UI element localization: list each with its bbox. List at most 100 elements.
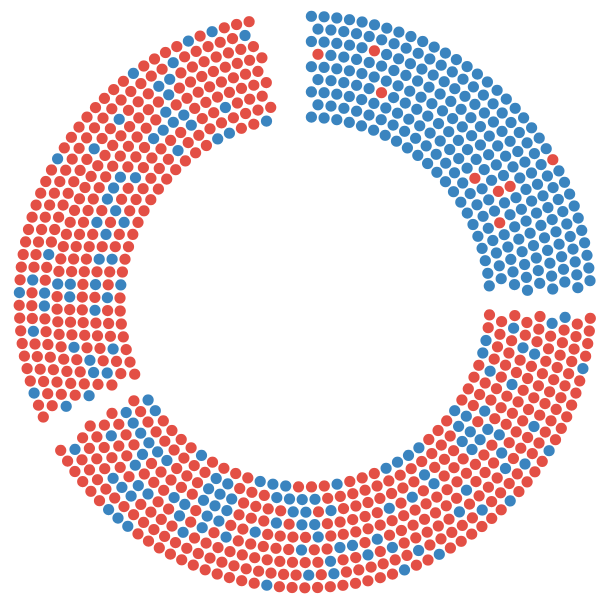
dot-blue xyxy=(334,541,346,554)
dot-red xyxy=(35,187,47,199)
dot-red xyxy=(155,143,167,155)
dot-blue xyxy=(380,462,392,474)
dot-red xyxy=(476,520,488,533)
dot-red xyxy=(158,484,170,496)
dot-red xyxy=(472,416,484,428)
dot-red xyxy=(208,107,220,119)
dot-red xyxy=(512,396,524,408)
dot-blue xyxy=(355,120,368,132)
dot-red xyxy=(479,466,491,479)
dot-blue xyxy=(464,188,476,200)
dot-red xyxy=(97,355,109,367)
dot-red xyxy=(96,132,108,145)
dot-red xyxy=(504,180,516,192)
dot-red xyxy=(68,253,80,265)
dot-blue xyxy=(380,75,392,87)
dot-red xyxy=(248,118,260,130)
dot-blue xyxy=(413,442,425,454)
dot-red xyxy=(98,92,110,104)
dot-blue xyxy=(411,103,423,115)
dot-red xyxy=(122,241,135,253)
dot-blue xyxy=(318,112,330,124)
dot-red xyxy=(494,328,506,340)
dot-blue xyxy=(391,107,404,119)
dot-blue xyxy=(38,300,51,312)
dot-blue xyxy=(107,472,119,484)
dot-red xyxy=(123,471,135,483)
dot-red xyxy=(337,528,349,540)
dot-red xyxy=(265,101,277,113)
dot-red xyxy=(84,420,96,432)
dot-blue xyxy=(557,263,570,275)
dot-blue xyxy=(496,125,508,137)
dot-red xyxy=(77,432,89,444)
dot-red xyxy=(106,379,118,391)
dot-red xyxy=(582,338,594,350)
dot-red xyxy=(93,495,106,507)
dot-blue xyxy=(338,26,350,38)
dot-red xyxy=(142,416,154,428)
dot-blue xyxy=(39,287,51,299)
dot-blue xyxy=(423,81,435,93)
dot-red xyxy=(161,173,173,185)
dot-blue xyxy=(163,89,175,101)
dot-red xyxy=(240,107,252,120)
dot-red xyxy=(73,142,85,154)
dot-red xyxy=(490,383,503,395)
dot-blue xyxy=(559,311,571,323)
dot-red xyxy=(140,122,152,134)
dot-red xyxy=(53,328,65,340)
dot-blue xyxy=(43,249,55,261)
dot-blue xyxy=(424,53,436,65)
dot-red xyxy=(574,375,586,387)
dot-blue xyxy=(553,165,565,177)
dot-red xyxy=(192,86,204,98)
dot-blue xyxy=(153,80,165,92)
dot-red xyxy=(85,170,97,182)
dot-red xyxy=(451,492,463,504)
dot-blue xyxy=(413,544,425,557)
dot-blue xyxy=(388,92,400,104)
dot-red xyxy=(536,368,549,380)
dot-red xyxy=(482,322,494,334)
dot-red xyxy=(568,343,580,355)
dot-red xyxy=(545,330,557,342)
dot-blue xyxy=(69,443,81,455)
dot-blue xyxy=(375,114,387,126)
dot-blue xyxy=(88,366,100,379)
dot-red xyxy=(555,422,567,434)
dot-blue xyxy=(221,505,233,517)
dot-red xyxy=(334,516,346,528)
dot-blue xyxy=(520,183,532,195)
dot-blue xyxy=(528,420,540,433)
dot-blue xyxy=(239,29,251,42)
dot-red xyxy=(39,274,51,286)
dot-blue xyxy=(222,478,234,490)
dot-red xyxy=(156,63,168,75)
dot-blue xyxy=(68,341,80,353)
dot-blue xyxy=(469,98,481,110)
dot-red xyxy=(159,530,171,543)
dot-red xyxy=(252,104,264,116)
dot-red xyxy=(261,554,273,566)
dot-blue xyxy=(439,176,452,188)
dot-red xyxy=(30,249,42,261)
dot-blue xyxy=(486,174,498,186)
dot-red xyxy=(507,452,519,465)
dot-red xyxy=(211,568,223,580)
dot-blue xyxy=(480,334,492,347)
dot-blue xyxy=(530,252,542,264)
dot-red xyxy=(534,310,546,323)
dot-red xyxy=(129,368,141,380)
dot-blue xyxy=(447,113,459,125)
dot-red xyxy=(135,406,147,418)
dot-red xyxy=(179,51,191,63)
dot-red xyxy=(30,199,42,211)
dot-red xyxy=(15,261,27,273)
dot-blue xyxy=(383,502,395,514)
dot-blue xyxy=(481,76,493,88)
dot-blue xyxy=(557,206,569,218)
dot-red xyxy=(145,506,157,518)
dot-blue xyxy=(152,446,164,458)
dot-blue xyxy=(400,42,412,54)
